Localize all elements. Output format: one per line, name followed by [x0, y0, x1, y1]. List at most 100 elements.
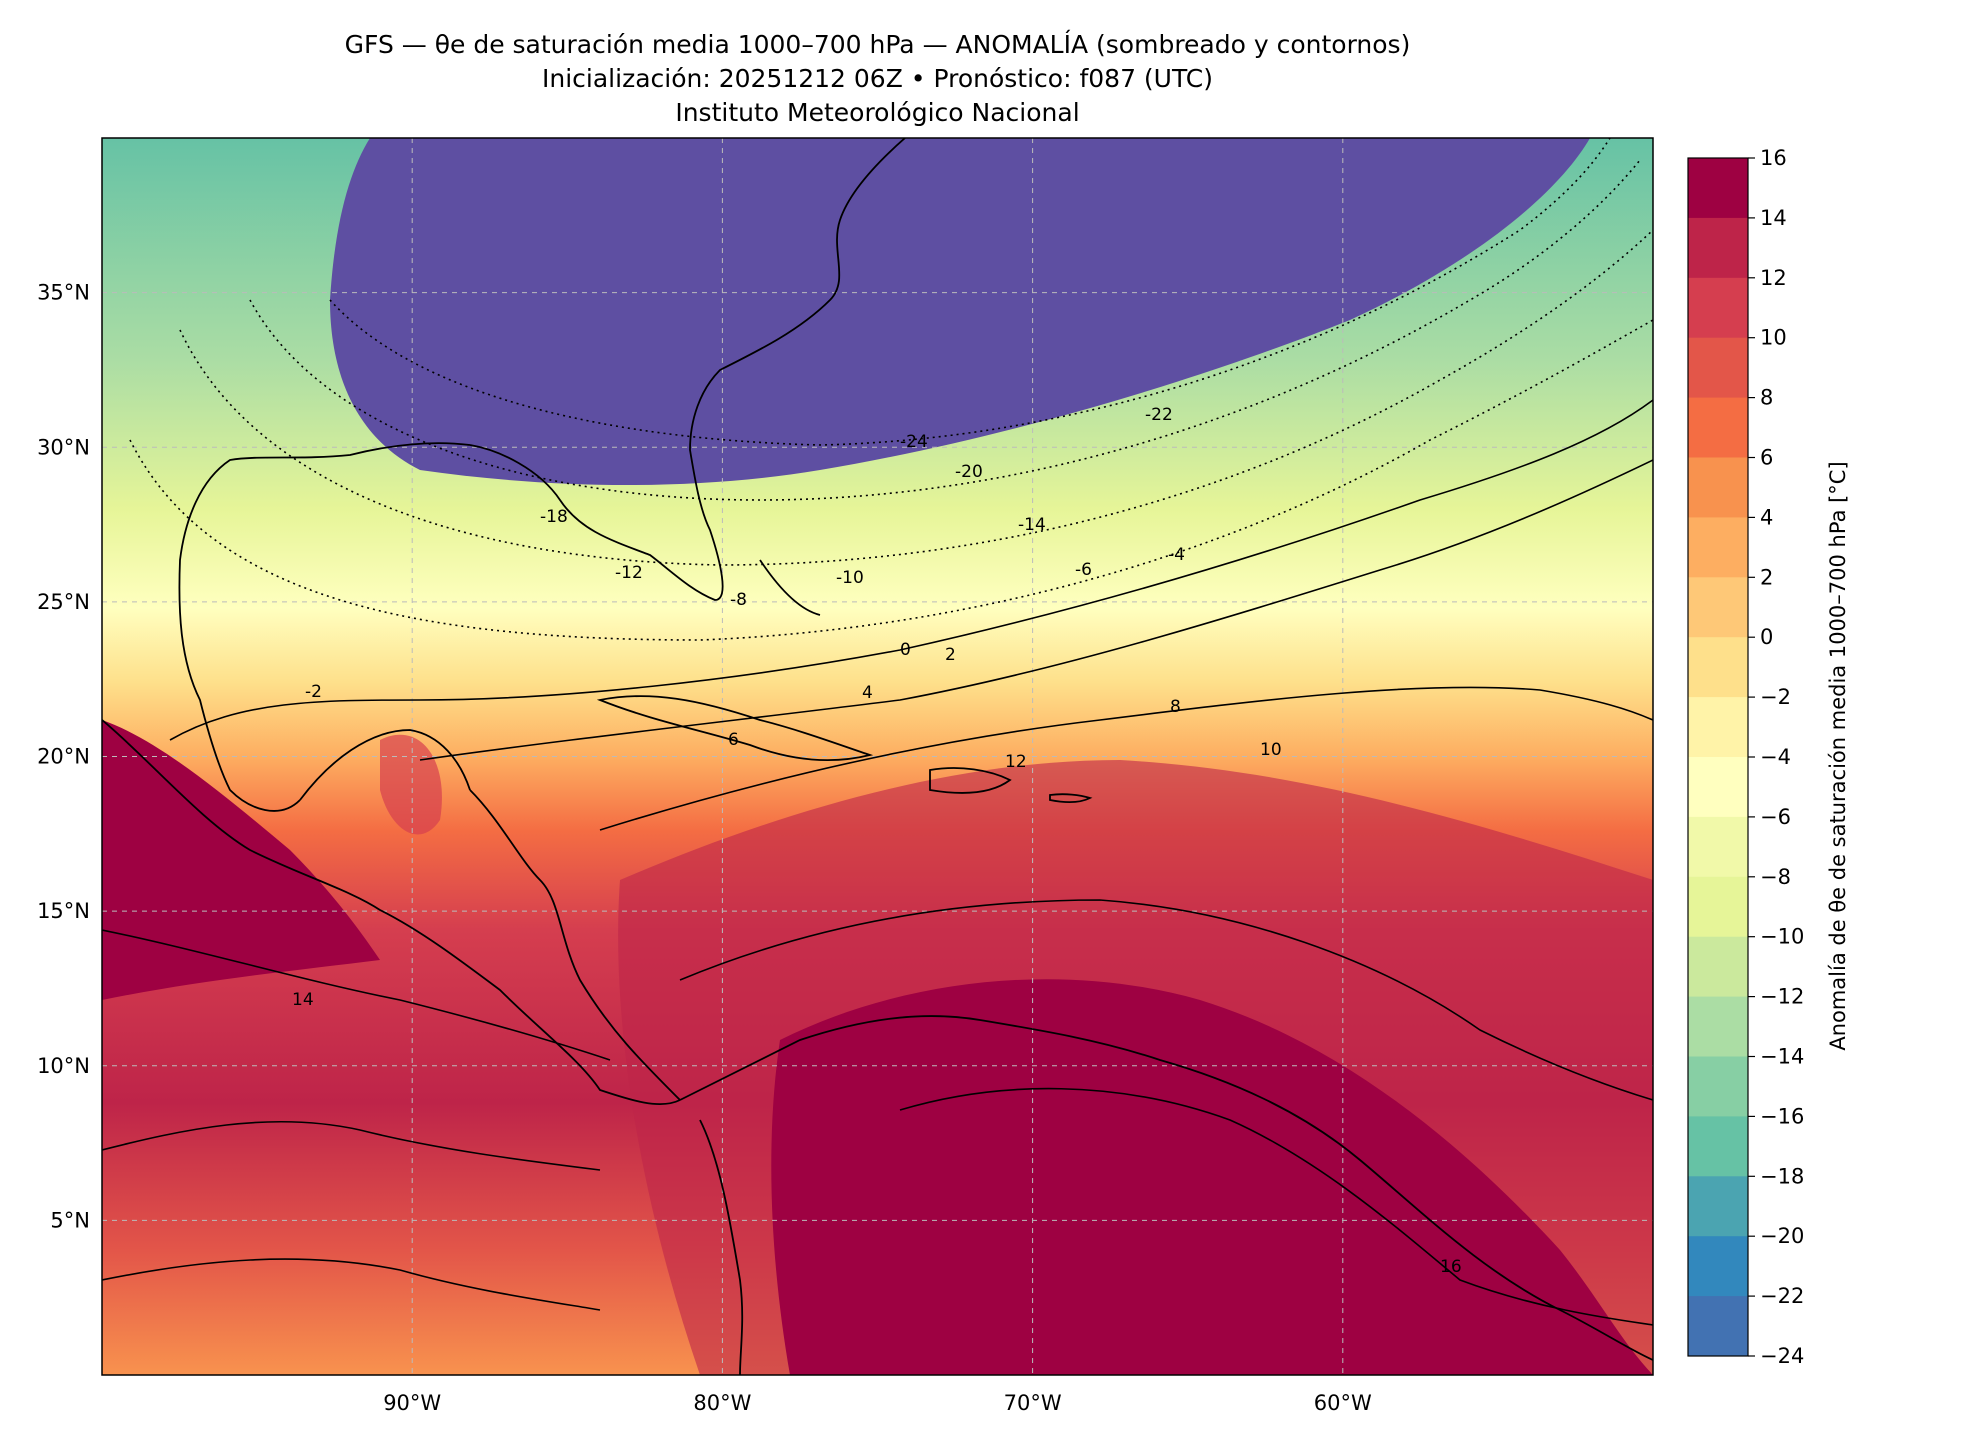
- contour-label: -24: [900, 432, 928, 452]
- contour-label: 2: [945, 645, 956, 665]
- contour-label: -12: [615, 563, 643, 583]
- colorbar-segment: [1688, 816, 1748, 878]
- colorbar-tick-label: −24: [1760, 1344, 1804, 1368]
- colorbar-tick-label: −20: [1760, 1224, 1804, 1248]
- lat-tick-label: 25°N: [37, 590, 90, 614]
- contour-label: -2: [305, 682, 322, 702]
- colorbar-segment: [1688, 337, 1748, 399]
- contour-label: 10: [1260, 740, 1282, 760]
- colorbar-segment: [1688, 217, 1748, 279]
- coastlines: [102, 138, 1653, 1375]
- lon-tick-label: 70°W: [1004, 1391, 1062, 1415]
- colorbar-tick-label: 2: [1760, 565, 1773, 589]
- colorbar-segment: [1688, 637, 1748, 698]
- colorbar-tick-label: 0: [1760, 625, 1773, 649]
- title-block: GFS — θe de saturación media 1000–700 hP…: [102, 28, 1653, 130]
- colorbar-tick-label: −8: [1760, 865, 1791, 889]
- latitude-ticks: 35°N 30°N 25°N 20°N 15°N 10°N 5°N: [37, 281, 90, 1233]
- contour-12: [679, 899, 1653, 1101]
- colorbar-tick-label: −10: [1760, 925, 1804, 949]
- colorbar-tick-label: −18: [1760, 1164, 1804, 1188]
- florida-keys: [759, 559, 821, 616]
- contour-label: -4: [1168, 545, 1185, 565]
- contour-minus-12: [179, 229, 1653, 566]
- contour-label: 8: [1170, 697, 1181, 717]
- cuba: [596, 695, 874, 762]
- colorbar-segment: [1688, 1056, 1748, 1117]
- contour-label-group: -24 -22 -20 -18 -14 -12 -10 -8 -6 -4 -2 …: [292, 405, 1462, 1277]
- lat-tick-label: 5°N: [50, 1208, 90, 1232]
- contour-minus-6: [129, 319, 1653, 641]
- colorbar-tick-label: 16: [1760, 146, 1787, 170]
- contour-label: 12: [1005, 752, 1027, 772]
- lon-tick-label: 80°W: [693, 1391, 751, 1415]
- colorbar-segment: [1688, 936, 1748, 998]
- colorbar-segment: [1688, 517, 1748, 578]
- colorbar-label-wrap: Anomalía de θe de saturación media 1000–…: [1826, 461, 1850, 1050]
- contours: [102, 138, 1653, 1326]
- contour-label: 16: [1440, 1257, 1462, 1277]
- colorbar-segment: [1688, 457, 1748, 518]
- contour-label: 14: [292, 990, 314, 1010]
- colorbar-segment: [1688, 577, 1748, 638]
- warm-core-region: [771, 979, 1653, 1375]
- lon-tick-label: 60°W: [1314, 1391, 1372, 1415]
- anomaly-shading: [102, 138, 1653, 1375]
- contour-label: -8: [730, 590, 747, 610]
- colorbar-segment: [1688, 1176, 1748, 1237]
- colorbar-tick-label: −22: [1760, 1284, 1804, 1308]
- contour-label: -6: [1075, 560, 1092, 580]
- south-america-north: [679, 1015, 1653, 1361]
- us-east-coast: [469, 138, 906, 601]
- colorbar-tick-label: −4: [1760, 745, 1791, 769]
- yucatan: [299, 729, 471, 801]
- contour-label: 4: [862, 683, 873, 703]
- colorbar-tick-label: 12: [1760, 266, 1787, 290]
- contour-label: -14: [1018, 515, 1046, 535]
- cold-core-region: [330, 138, 1590, 485]
- colorbar-segment: [1688, 1296, 1748, 1357]
- colorbar-label: Anomalía de θe de saturación media 1000–…: [1826, 461, 1850, 1050]
- lat-tick-label: 15°N: [37, 899, 90, 923]
- colorbar-segment: [1688, 1236, 1748, 1297]
- colorbar-tick-label: −6: [1760, 805, 1791, 829]
- title-line-3: Instituto Meteorológico Nacional: [675, 98, 1080, 127]
- contour-label: -22: [1145, 405, 1173, 425]
- title-line-2: Inicialización: 20251212 06Z • Pronóstic…: [542, 64, 1213, 93]
- colorbar-tick-label: 4: [1760, 505, 1773, 529]
- colorbar-tick-label: −16: [1760, 1104, 1804, 1128]
- lon-tick-label: 90°W: [383, 1391, 441, 1415]
- mexico-pacific-coast: [102, 719, 681, 1106]
- lat-tick-label: 20°N: [37, 745, 90, 769]
- colorbar: 16 14 12 10 8 6 4 2 0 −2 −4 −6 −8 −10 −12 −14 −16 −18 −20 −…: [1687, 146, 1804, 1368]
- colorbar-tick-label: −2: [1760, 685, 1791, 709]
- longitude-ticks: 90°W 80°W 70°W 60°W: [383, 1391, 1372, 1415]
- lat-tick-label: 30°N: [37, 435, 90, 459]
- colorbar-segment: [1688, 277, 1748, 339]
- contour-4: [419, 459, 1653, 761]
- contour-label: 0: [900, 640, 911, 660]
- graticule: [102, 138, 1653, 1375]
- colorbar-tick-label: 6: [1760, 446, 1773, 470]
- colorbar-segment: [1688, 397, 1748, 458]
- lat-tick-label: 10°N: [37, 1054, 90, 1078]
- pacific-warm-region: [102, 720, 380, 1000]
- map-frame: [101, 137, 1654, 1376]
- contour-label: 6: [728, 730, 739, 750]
- central-america: [469, 789, 681, 1101]
- gulf-coast: [178, 442, 471, 812]
- puerto-rico: [1049, 793, 1093, 803]
- contour-16: [899, 1087, 1653, 1326]
- hispaniola: [929, 767, 1012, 794]
- contour-label: -18: [540, 507, 568, 527]
- colorbar-segment: [1688, 697, 1748, 758]
- south-america-west: [699, 1119, 744, 1375]
- colorbar-tick-label: −14: [1760, 1045, 1804, 1069]
- colorbar-tick-label: 14: [1760, 206, 1787, 230]
- title-line-1: GFS — θe de saturación media 1000–700 hP…: [344, 30, 1411, 59]
- contour-label: -20: [955, 462, 983, 482]
- lat-tick-label: 35°N: [37, 281, 90, 305]
- colorbar-segment: [1688, 876, 1748, 938]
- contour-minus-24: [329, 138, 1611, 446]
